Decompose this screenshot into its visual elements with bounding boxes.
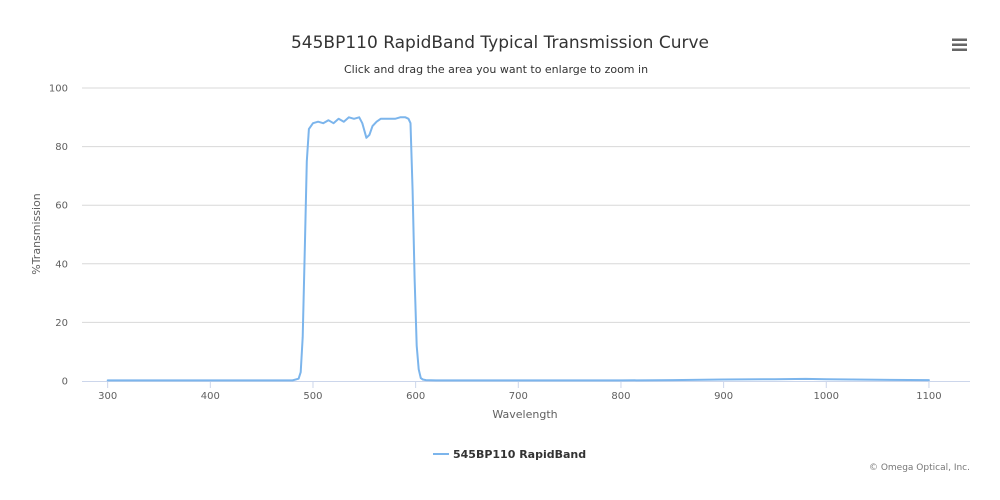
x-tick-label-400: 400 bbox=[201, 391, 220, 402]
y-tick-label-0: 0 bbox=[62, 377, 68, 388]
y-tick-label-100: 100 bbox=[49, 84, 68, 95]
y-axis-ticks: 0 20 40 60 80 100 bbox=[49, 84, 68, 388]
hamburger-menu-icon bbox=[952, 38, 967, 51]
y-tick-label-40: 40 bbox=[55, 259, 68, 270]
x-tick-label-900: 900 bbox=[714, 391, 733, 402]
x-tick-label-1100: 1100 bbox=[916, 391, 941, 402]
x-tick-label-300: 300 bbox=[98, 391, 117, 402]
chart-subtitle: Click and drag the area you want to enla… bbox=[344, 63, 648, 76]
x-tick-label-600: 600 bbox=[406, 391, 425, 402]
x-axis-title: Wavelength bbox=[492, 408, 557, 421]
y-tick-label-60: 60 bbox=[55, 201, 68, 212]
chart-title: 545BP110 RapidBand Typical Transmission … bbox=[291, 33, 709, 53]
context-menu-button[interactable] bbox=[948, 34, 972, 56]
x-tick-label-700: 700 bbox=[509, 391, 528, 402]
chart-credit: © Omega Optical, Inc. bbox=[869, 463, 970, 473]
x-axis-ticks: 300 400 500 600 700 800 900 1000 1100 bbox=[98, 381, 942, 402]
series-line-0[interactable] bbox=[106, 116, 930, 382]
x-tick-label-800: 800 bbox=[611, 391, 630, 402]
grid bbox=[82, 87, 970, 323]
plot-area bbox=[106, 116, 930, 382]
legend[interactable]: 545BP110 RapidBand bbox=[433, 448, 586, 461]
x-tick-label-500: 500 bbox=[303, 391, 322, 402]
x-tick-label-1000: 1000 bbox=[814, 391, 839, 402]
legend-series-label[interactable]: 545BP110 RapidBand bbox=[453, 448, 586, 461]
y-tick-label-80: 80 bbox=[55, 142, 68, 153]
y-axis-title: %Transmission bbox=[30, 193, 43, 275]
y-tick-label-20: 20 bbox=[55, 318, 68, 329]
